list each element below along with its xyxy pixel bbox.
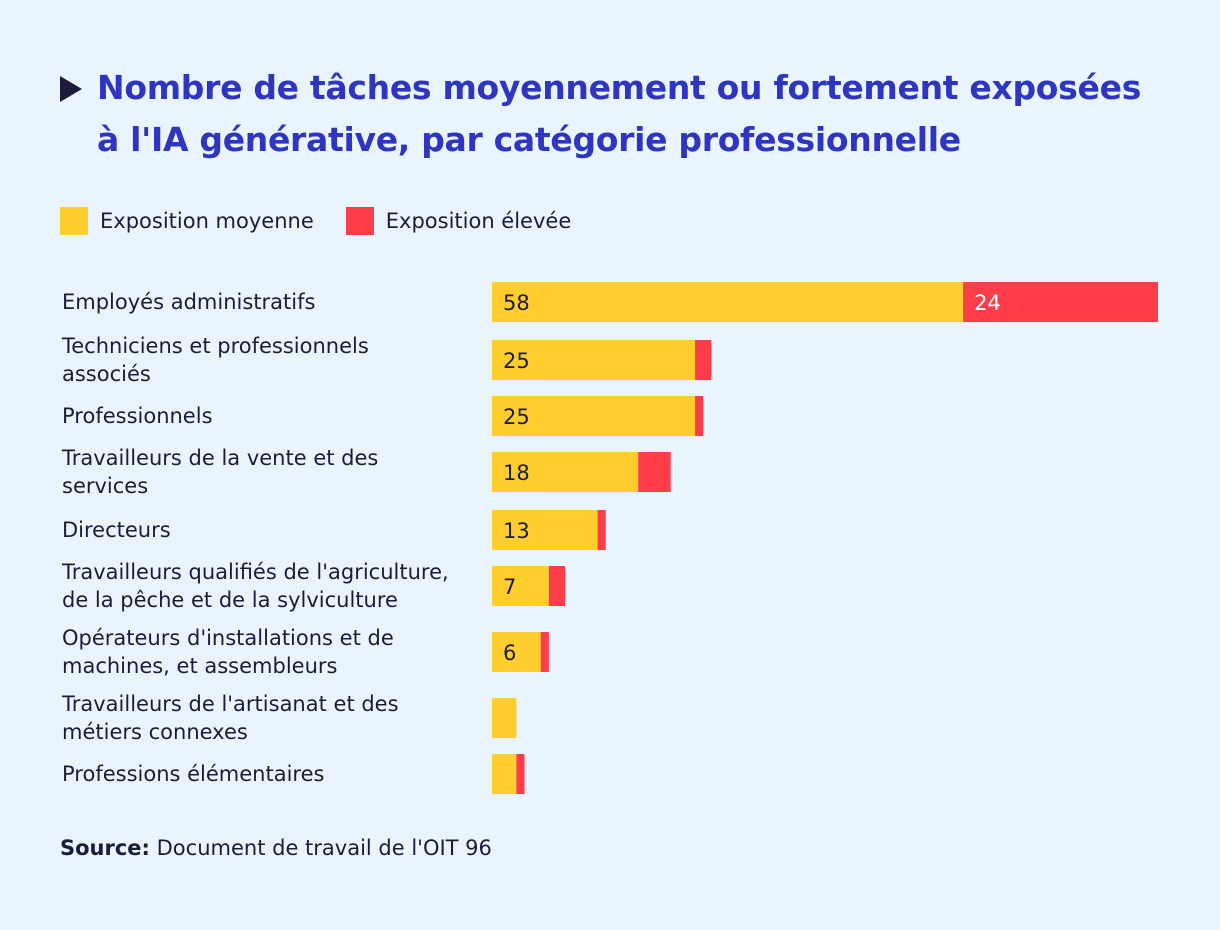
legend-swatch-medium bbox=[60, 207, 88, 235]
category-label: Directeurs bbox=[62, 518, 171, 542]
data-label-medium: 25 bbox=[503, 405, 530, 429]
legend-label-high: Exposition élevée bbox=[385, 209, 572, 233]
source-note: Source: Document de travail de l'OIT 96 bbox=[60, 836, 492, 860]
data-label-medium: 58 bbox=[503, 291, 530, 315]
data-label-medium: 7 bbox=[503, 575, 516, 599]
bar-medium bbox=[492, 396, 696, 436]
category-label-line: Opérateurs d'installations et de bbox=[62, 626, 394, 650]
category-label-line: Professionnels bbox=[62, 404, 213, 428]
bar-medium bbox=[492, 452, 639, 492]
data-label-medium: 25 bbox=[503, 349, 530, 373]
category-label-line: associés bbox=[62, 362, 151, 386]
category-label: Techniciens et professionnels associés bbox=[61, 334, 369, 386]
category-label-line: Directeurs bbox=[62, 518, 171, 542]
category-label: Travailleurs de la vente et des services bbox=[61, 446, 378, 498]
bar-high bbox=[516, 754, 525, 794]
data-label-medium: 13 bbox=[503, 519, 530, 543]
category-label: Professions élémentaires bbox=[62, 762, 324, 786]
data-label-medium: 18 bbox=[503, 461, 530, 485]
bar-medium bbox=[492, 754, 517, 794]
bar-medium bbox=[492, 632, 541, 672]
category-label: Travailleurs qualifiés de l'agriculture,… bbox=[61, 560, 449, 612]
category-label-line: Travailleurs de la vente et des bbox=[61, 446, 378, 470]
title-block: Nombre de tâches moyennement ou fortemen… bbox=[60, 62, 1170, 166]
category-label-line: Professions élémentaires bbox=[62, 762, 324, 786]
category-label-line: Travailleurs qualifiés de l'agriculture, bbox=[61, 560, 449, 584]
source-label: Source: bbox=[60, 836, 150, 860]
bar-medium bbox=[492, 340, 696, 380]
category-label: Travailleurs de l'artisanat et des métier… bbox=[61, 692, 399, 744]
bar-high bbox=[695, 340, 712, 380]
data-label-medium: 6 bbox=[503, 641, 516, 665]
bar-high bbox=[540, 632, 549, 672]
data-label-high: 24 bbox=[974, 291, 1001, 315]
category-label-line: Employés administratifs bbox=[62, 290, 315, 314]
category-label: Professionnels bbox=[62, 404, 213, 428]
legend-item-high: Exposition élevée bbox=[345, 207, 572, 235]
legend-item-medium: Exposition moyenne bbox=[60, 207, 314, 235]
bar-medium bbox=[492, 698, 517, 738]
category-label: Opérateurs d'installations et de machines… bbox=[62, 626, 394, 678]
stacked-bar-chart: Employés administratifs 58 24 Techniciens e… bbox=[61, 282, 1158, 794]
triangle-marker-icon bbox=[60, 76, 82, 102]
category-label-line: machines, et assembleurs bbox=[62, 654, 337, 678]
category-label-line: de la pêche et de la sylviculture bbox=[62, 588, 398, 612]
category-label: Employés administratifs bbox=[62, 290, 315, 314]
bar-high bbox=[638, 452, 671, 492]
category-label-line: services bbox=[62, 474, 148, 498]
bar-medium bbox=[492, 282, 964, 322]
legend: Exposition moyenne Exposition élevée bbox=[60, 206, 603, 236]
chart-title: Nombre de tâches moyennement ou fortemen… bbox=[97, 68, 1142, 159]
bar-medium bbox=[492, 510, 598, 550]
source-text: Document de travail de l'OIT 96 bbox=[156, 836, 492, 860]
bar-high bbox=[548, 566, 566, 606]
bar-medium bbox=[492, 566, 549, 606]
bar-high bbox=[695, 396, 704, 436]
bar-high bbox=[963, 282, 1158, 322]
legend-label-medium: Exposition moyenne bbox=[100, 209, 314, 233]
category-label-line: Techniciens et professionnels bbox=[61, 334, 369, 358]
category-label-line: Travailleurs de l'artisanat et des bbox=[61, 692, 399, 716]
legend-swatch-high bbox=[345, 207, 374, 235]
bar-high bbox=[597, 510, 606, 550]
category-label-line: métiers connexes bbox=[62, 720, 248, 744]
